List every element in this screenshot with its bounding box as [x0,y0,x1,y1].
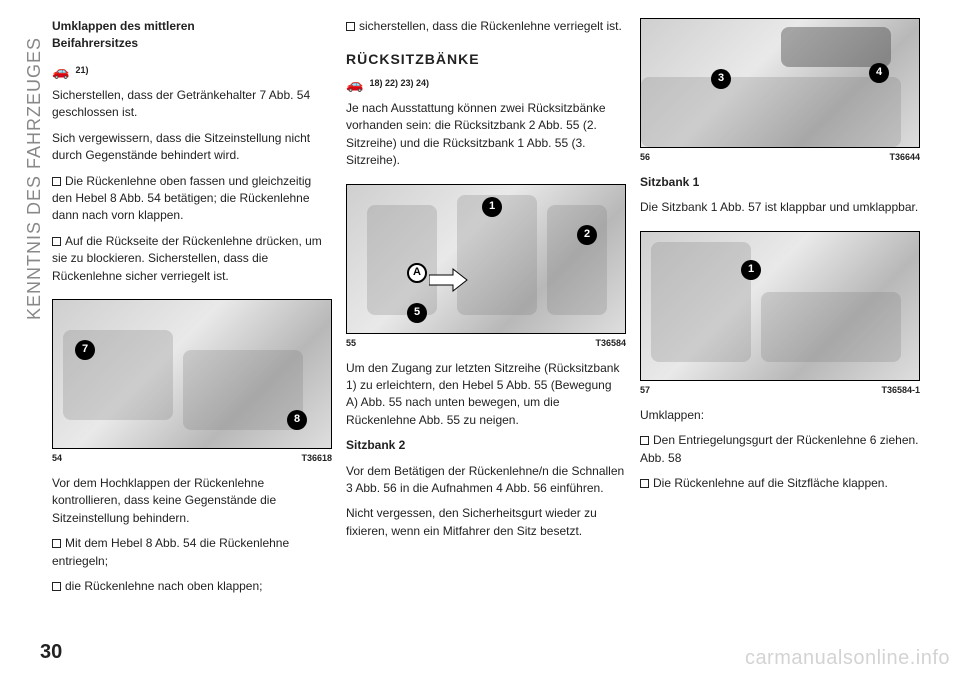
col2-p1: Je nach Ausstattung können zwei Rücksitz… [346,100,626,170]
subhead-sitzbank1: Sitzbank 1 [640,174,920,191]
col1-b4: die Rückenlehne nach oben klappen; [52,578,332,595]
figure-55-image: 1 2 A 5 [346,184,626,334]
figure-57: 1 57 T36584-1 [640,231,920,397]
callout-8: 8 [287,410,307,430]
figure-57-image: 1 [640,231,920,381]
col3-b2: Die Rückenlehne auf die Sitzfläche klapp… [640,475,920,492]
figure-54: 7 8 54 T36618 [52,299,332,465]
col1-title-line2: Beifahrersitzes [52,35,332,52]
column-1: Umklappen des mittleren Beifahrersitzes … [52,18,332,664]
callout-1: 1 [482,197,502,217]
bullet-icon [52,582,61,591]
warning-refs: 18) 22) 23) 24) [369,77,429,90]
col3-b1: Den Entriegelungsgurt der Rückenlehne 6 … [640,432,920,467]
section-tab-label: KENNTNIS DES FAHRZEUGES [24,37,45,320]
figure-54-num: 54 [52,452,62,465]
figure-54-image: 7 8 [52,299,332,449]
figure-57-num: 57 [640,384,650,397]
figure-55-code: T36584 [595,337,626,350]
col1-p3: Vor dem Hochklappen der Rückenlehne kont… [52,475,332,527]
bullet-icon [52,539,61,548]
bullet-icon [346,22,355,31]
callout-A: A [407,263,427,283]
warning-line: 🚗 21) [52,61,332,81]
col3-p2: Umklappen: [640,407,920,424]
warning-car-icon: 🚗 [346,74,363,94]
column-3: 3 4 56 T36644 Sitzbank 1 Die Sitzbank 1 … [640,18,920,664]
callout-2: 2 [577,225,597,245]
figure-54-code: T36618 [301,452,332,465]
callout-3: 3 [711,69,731,89]
page-number: 30 [40,641,62,664]
col1-b1: Die Rückenlehne oben fassen und gleichze… [52,173,332,225]
bullet-icon [52,177,61,186]
arrow-icon [429,265,469,295]
warning-refs: 21) [75,64,88,77]
page-content: Umklappen des mittleren Beifahrersitzes … [42,0,960,678]
figure-56-code: T36644 [889,151,920,164]
col1-p2: Sich vergewissern, dass die Sitzeinstell… [52,130,332,165]
bullet-icon [52,237,61,246]
figure-56: 3 4 56 T36644 [640,18,920,164]
figure-56-num: 56 [640,151,650,164]
col1-p1: Sicherstellen, dass der Getränkehalter 7… [52,87,332,122]
sidebar: KENNTNIS DES FAHRZEUGES [0,0,42,678]
callout-5: 5 [407,303,427,323]
figure-57-code: T36584-1 [881,384,920,397]
col2-p2: Um den Zugang zur letzten Sitzreihe (Rüc… [346,360,626,430]
col2-p3: Vor dem Betätigen der Rückenlehne/n die … [346,463,626,498]
callout-7: 7 [75,340,95,360]
col3-p1: Die Sitzbank 1 Abb. 57 ist klappbar und … [640,199,920,216]
col2-b5: sicherstellen, dass die Rückenlehne verr… [346,18,626,35]
heading-ruecksitzbaenke: RÜCKSITZBÄNKE [346,49,626,69]
warning-line: 🚗 18) 22) 23) 24) [346,74,626,94]
callout-1: 1 [741,260,761,280]
col1-title-line1: Umklappen des mittleren [52,18,332,35]
col1-b2: Auf die Rückseite der Rückenlehne drücke… [52,233,332,285]
figure-55: 1 2 A 5 55 T36584 [346,184,626,350]
col1-b3: Mit dem Hebel 8 Abb. 54 die Rückenlehne … [52,535,332,570]
figure-55-num: 55 [346,337,356,350]
column-2: sicherstellen, dass die Rückenlehne verr… [346,18,626,664]
bullet-icon [640,436,649,445]
figure-56-image: 3 4 [640,18,920,148]
callout-4: 4 [869,63,889,83]
bullet-icon [640,479,649,488]
watermark: carmanualsonline.info [745,647,950,670]
warning-car-icon: 🚗 [52,61,69,81]
subhead-sitzbank2: Sitzbank 2 [346,437,626,454]
col2-p4: Nicht vergessen, den Sicherheitsgurt wie… [346,505,626,540]
